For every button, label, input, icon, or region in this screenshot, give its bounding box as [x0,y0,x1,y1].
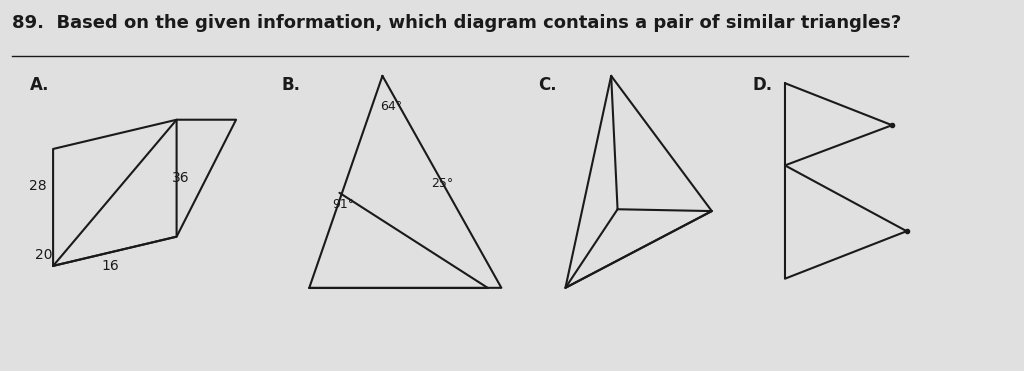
Text: 89.  Based on the given information, which diagram contains a pair of similar tr: 89. Based on the given information, whic… [12,14,901,32]
Text: 28: 28 [29,178,46,193]
Text: D.: D. [753,76,773,94]
Text: 91°: 91° [332,198,354,211]
Text: 20: 20 [35,248,52,262]
Text: 25°: 25° [431,177,454,190]
Text: C.: C. [538,76,557,94]
Text: 64°: 64° [380,100,401,113]
Text: 36: 36 [172,171,189,185]
Text: 16: 16 [101,259,120,273]
Text: B.: B. [282,76,301,94]
Text: A.: A. [31,76,50,94]
